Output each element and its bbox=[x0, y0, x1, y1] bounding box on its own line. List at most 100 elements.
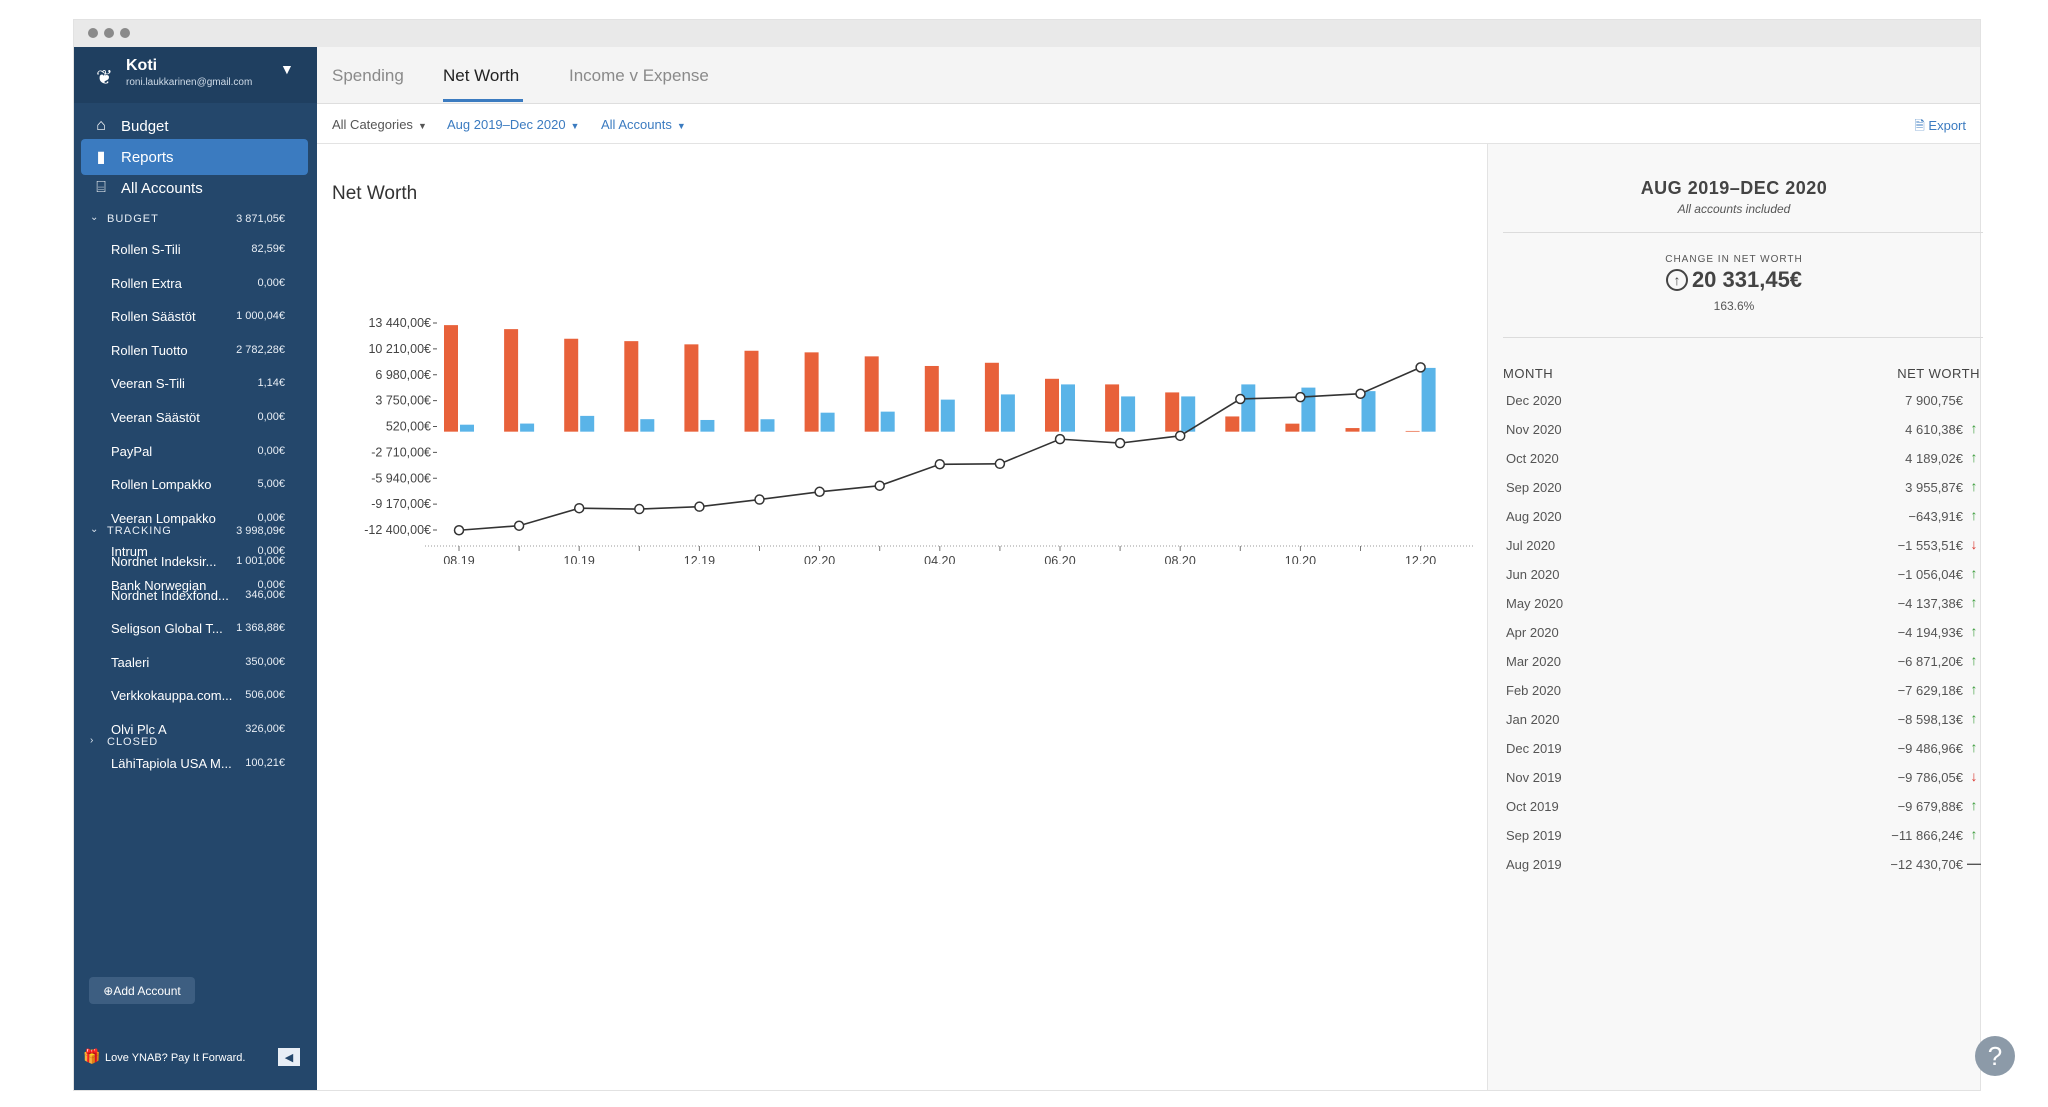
account-item[interactable]: Nordnet Indexfond... 346,00€ bbox=[74, 583, 317, 611]
account-item[interactable]: Veeran Lompakko 0,00€ bbox=[74, 506, 317, 534]
account-item[interactable]: Verkkokauppa.com... 506,00€ bbox=[74, 683, 317, 711]
nav-all-accounts[interactable]: ⌸ All Accounts bbox=[81, 170, 308, 206]
x-tick-label: 12.20 bbox=[1405, 554, 1436, 564]
caret-down-icon: ▼ bbox=[417, 121, 427, 131]
account-item[interactable]: Rollen Säästöt 1 000,04€ bbox=[74, 304, 317, 332]
row-month: Apr 2020 bbox=[1506, 625, 1559, 640]
net-worth-row: Dec 2020 7 900,75€ bbox=[1503, 386, 1983, 415]
row-month: Dec 2019 bbox=[1506, 741, 1562, 756]
debt-bar bbox=[504, 329, 519, 432]
categories-filter[interactable]: All Categories ▼ bbox=[332, 117, 427, 132]
row-month: Oct 2019 bbox=[1506, 799, 1559, 814]
account-balance: 100,21€ bbox=[245, 756, 285, 769]
asset-bar bbox=[1061, 384, 1075, 432]
row-month: Sep 2020 bbox=[1506, 480, 1562, 495]
accounts-filter-label: All Accounts bbox=[601, 117, 672, 132]
collapse-sidebar-button[interactable]: ◀ bbox=[278, 1048, 300, 1066]
closed-group-header[interactable]: › CLOSED bbox=[74, 732, 317, 754]
account-item[interactable]: Veeran Säästöt 0,00€ bbox=[74, 405, 317, 433]
change-value-text: 20 331,45€ bbox=[1691, 267, 1803, 292]
arrow-up-icon: ↑ bbox=[1970, 739, 1978, 755]
net-worth-point bbox=[1174, 430, 1186, 442]
net-worth-point bbox=[634, 503, 645, 515]
account-balance: 0,00€ bbox=[257, 444, 285, 457]
account-name: Bank Norwegian bbox=[111, 578, 207, 593]
export-label: Export bbox=[1928, 118, 1966, 133]
budget-header[interactable]: ❦ Koti roni.laukkarinen@gmail.com ▼ bbox=[74, 47, 317, 103]
net-worth-row: Apr 2020 −4 194,93€ ↑ bbox=[1503, 618, 1983, 647]
account-balance: 82,59€ bbox=[251, 243, 285, 255]
net-worth-row: Dec 2019 −9 486,96€ ↑ bbox=[1503, 734, 1983, 763]
budget-menu-caret-icon[interactable]: ▼ bbox=[280, 61, 294, 77]
row-month: Aug 2019 bbox=[1506, 857, 1562, 872]
debt-bar bbox=[984, 362, 999, 432]
arrow-up-icon: ↑ bbox=[1970, 623, 1978, 639]
y-tick-label: -2 710,00€ bbox=[371, 445, 431, 459]
account-item[interactable]: Seligson Global T... 1 368,88€ bbox=[74, 616, 317, 644]
account-item[interactable]: Rollen Lompakko 5,00€ bbox=[74, 472, 317, 500]
nav-budget[interactable]: ⌂ Budget bbox=[81, 108, 308, 144]
account-item[interactable]: Rollen Extra 0,00€ bbox=[74, 271, 317, 299]
window-maximize-dot[interactable] bbox=[120, 28, 130, 38]
account-item[interactable]: PayPal 0,00€ bbox=[74, 439, 317, 467]
debt-bar bbox=[624, 341, 639, 432]
dash-icon: — bbox=[1967, 855, 1981, 871]
asset-bar bbox=[460, 424, 474, 432]
account-item[interactable]: Rollen Tuotto 2 782,28€ bbox=[74, 338, 317, 366]
accounts-filter[interactable]: All Accounts ▼ bbox=[601, 117, 686, 132]
add-account-button[interactable]: ⊕ Add Account bbox=[89, 977, 195, 1004]
help-button[interactable]: ? bbox=[1975, 1036, 2015, 1076]
pay-it-forward-link[interactable]: Love YNAB? Pay It Forward. bbox=[105, 1052, 246, 1064]
date-range-filter[interactable]: Aug 2019–Dec 2020 ▼ bbox=[447, 117, 579, 132]
arrow-up-icon: ↑ bbox=[1970, 565, 1978, 581]
account-balance: 1 000,04€ bbox=[236, 310, 285, 323]
account-item[interactable]: Intrum 0,00€ bbox=[74, 539, 317, 567]
debt-bar bbox=[804, 352, 819, 432]
arrow-up-icon: ↑ bbox=[1970, 710, 1978, 726]
account-item[interactable]: Rollen S-Tili 82,59€ bbox=[74, 237, 317, 265]
active-tab-indicator bbox=[443, 99, 523, 102]
export-button[interactable]: 🗎 Export bbox=[1914, 117, 1966, 139]
account-name: Veeran Lompakko bbox=[111, 510, 216, 526]
row-value: 3 955,87€ bbox=[1905, 480, 1963, 495]
row-value: −8 598,13€ bbox=[1897, 712, 1963, 727]
account-item[interactable]: Bank Norwegian 0,00€ bbox=[74, 573, 317, 601]
tracking-group-label: TRACKING bbox=[107, 525, 172, 537]
account-item[interactable]: LähiTapiola USA M... 100,21€ bbox=[74, 751, 317, 779]
asset-bar bbox=[1000, 394, 1015, 432]
arrow-up-icon: ↑ bbox=[1970, 507, 1978, 523]
summary-divider bbox=[1503, 337, 1983, 338]
net-worth-column-header: NET WORTH bbox=[1897, 366, 1980, 381]
tab-spending[interactable]: Spending bbox=[332, 66, 404, 85]
asset-bar bbox=[1241, 384, 1256, 432]
row-value: 4 189,02€ bbox=[1905, 451, 1963, 466]
account-item[interactable]: Nordnet Indeksir... 1 001,00€ bbox=[74, 549, 317, 577]
window-close-dot[interactable] bbox=[88, 28, 98, 38]
asset-bar bbox=[520, 423, 535, 432]
account-name: Nordnet Indexfond... bbox=[111, 587, 229, 603]
account-item[interactable]: Taaleri 350,00€ bbox=[74, 650, 317, 678]
y-tick-label: -12 400,00€ bbox=[364, 523, 431, 537]
account-name: Taaleri bbox=[111, 654, 150, 670]
tracking-group-header[interactable]: ⌄ TRACKING 3 998,09€ bbox=[74, 521, 317, 543]
net-worth-line bbox=[458, 366, 1421, 532]
row-value: −4 194,93€ bbox=[1897, 625, 1963, 640]
tab-income-v-expense[interactable]: Income v Expense bbox=[569, 66, 709, 85]
account-balance: 0,00€ bbox=[257, 579, 285, 591]
row-month: Jun 2020 bbox=[1506, 567, 1560, 582]
budget-group-header[interactable]: ⌄ BUDGET 3 871,05€ bbox=[74, 209, 317, 231]
row-month: Oct 2020 bbox=[1506, 451, 1559, 466]
row-value: −9 786,05€ bbox=[1897, 770, 1963, 785]
account-item[interactable]: Olvi Plc A 326,00€ bbox=[74, 717, 317, 745]
nav-budget-label: Budget bbox=[121, 117, 169, 135]
net-worth-point bbox=[874, 480, 885, 491]
account-name: Rollen Tuotto bbox=[111, 342, 188, 358]
account-item[interactable]: Veeran S-Tili 1,14€ bbox=[74, 371, 317, 399]
nav-reports[interactable]: ▮ Reports bbox=[81, 139, 308, 175]
y-tick-label: -5 940,00€ bbox=[371, 471, 431, 485]
window-minimize-dot[interactable] bbox=[104, 28, 114, 38]
caret-down-icon: ▼ bbox=[676, 121, 686, 131]
debt-bar bbox=[744, 350, 759, 432]
tab-net-worth[interactable]: Net Worth bbox=[443, 66, 520, 85]
net-worth-point bbox=[573, 502, 585, 514]
